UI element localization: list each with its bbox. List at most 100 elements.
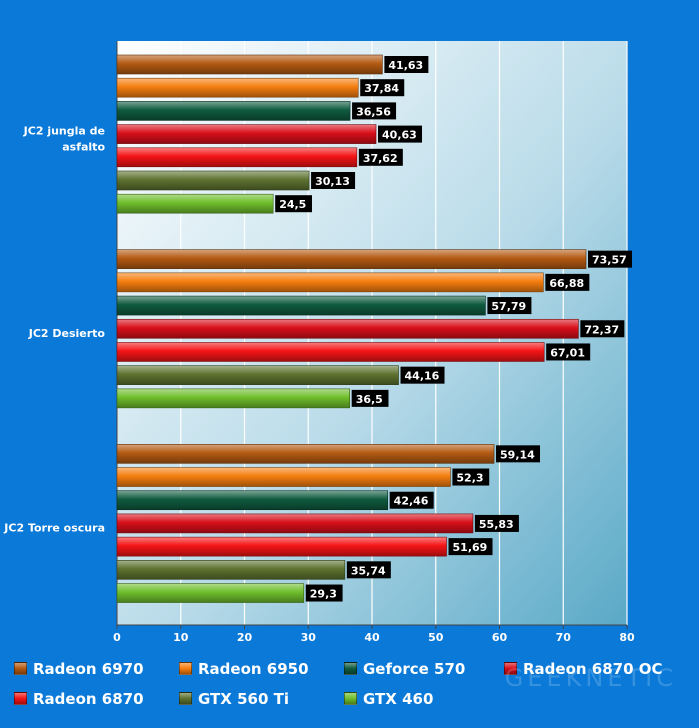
data-label: 37,62 (363, 152, 398, 165)
legend-label: GTX 560 Ti (198, 690, 289, 708)
data-label-box (351, 389, 389, 407)
data-label: 73,57 (592, 254, 627, 267)
data-label: 55,83 (479, 518, 514, 531)
category-label-line: asfalto (62, 140, 105, 153)
bar (116, 101, 351, 121)
data-label: 42,46 (394, 495, 429, 508)
bar (116, 54, 383, 75)
bar (116, 388, 350, 409)
x-tick-label: 40 (364, 631, 380, 644)
data-label: 29,3 (310, 588, 337, 601)
data-label: 35,74 (351, 564, 386, 577)
data-label-box (580, 320, 625, 338)
data-label-box (474, 514, 519, 532)
category-label: JC2 Desierto (28, 327, 106, 340)
legend-item: Radeon 6870 (14, 688, 144, 710)
bar (116, 365, 399, 385)
bar (116, 77, 359, 98)
x-tick-label: 20 (237, 631, 253, 644)
bar (116, 272, 544, 293)
legend-item: Geforce 570 (344, 658, 465, 680)
bar (116, 536, 447, 557)
data-label: 41,63 (388, 59, 423, 72)
data-label: 72,37 (584, 323, 619, 336)
data-label-box (448, 538, 493, 556)
data-label: 66,88 (549, 277, 584, 290)
data-label-box (487, 297, 532, 315)
data-label: 59,14 (500, 448, 535, 461)
legend-label: Radeon 6870 (33, 690, 144, 708)
legend-item: Radeon 6970 (14, 658, 144, 680)
legend-swatch (344, 662, 357, 675)
data-label-box (496, 445, 541, 463)
bar (116, 444, 495, 464)
x-tick-label: 30 (301, 631, 317, 644)
data-label-box (305, 584, 343, 602)
x-tick-label: 0 (113, 631, 121, 644)
data-label-box (400, 366, 445, 384)
bar (116, 467, 451, 487)
data-label-box (311, 172, 356, 189)
data-label: 44,16 (405, 370, 440, 383)
x-tick-label: 60 (492, 631, 508, 644)
data-label: 40,63 (382, 129, 417, 142)
watermark-text: GEEKNETIC (504, 664, 677, 692)
legend-swatch (344, 692, 357, 705)
legend-label: Radeon 6870 OC (523, 660, 663, 678)
data-label-box (452, 468, 490, 486)
x-tick-label: 50 (428, 631, 444, 644)
legend-swatch (179, 662, 192, 675)
data-label-box (389, 491, 434, 509)
data-label: 24,5 (279, 198, 306, 211)
legend-item: GTX 460 (344, 688, 433, 710)
bar (116, 295, 486, 316)
category-label-line: JC2 Desierto (28, 327, 106, 340)
bar (116, 249, 587, 269)
data-label: 52,3 (456, 472, 483, 485)
bar (116, 513, 474, 534)
bar (116, 560, 346, 580)
bar (116, 147, 358, 168)
bar (116, 318, 579, 339)
data-label: 36,5 (356, 393, 383, 406)
bar (116, 342, 545, 362)
bar (116, 490, 388, 511)
data-label: 30,13 (315, 175, 350, 188)
legend-label: Geforce 570 (363, 660, 466, 678)
legend-swatch (504, 662, 517, 675)
data-label-box (275, 195, 312, 213)
legend-swatch (179, 692, 192, 705)
legend-swatch (14, 662, 27, 675)
legend-item: Radeon 6950 (179, 658, 309, 680)
data-label: 51,69 (453, 541, 488, 554)
data-label-box (346, 561, 391, 579)
data-label-box (378, 125, 423, 143)
category-label-line: JC2 jungla de (23, 124, 105, 137)
bar (116, 193, 274, 214)
category-label: JC2 jungla de asfalto (23, 124, 106, 153)
category-label: JC2 Torre oscura (3, 522, 105, 535)
bar (116, 583, 305, 603)
legend-label: Radeon 6950 (198, 660, 309, 678)
x-tick-label: 80 (619, 631, 635, 644)
bar (116, 124, 377, 144)
x-tick-label: 10 (173, 631, 189, 644)
data-label-box (360, 79, 405, 97)
data-label-box (546, 343, 591, 361)
data-label-box (358, 148, 403, 166)
legend-label: Radeon 6970 (33, 660, 144, 678)
legend-label: GTX 460 (363, 690, 434, 708)
legend-item: GTX 560 Ti (179, 688, 289, 710)
legend-item: Radeon 6870 OC (504, 658, 663, 680)
category-label-line: JC2 Torre oscura (3, 522, 105, 535)
data-label: 57,79 (491, 300, 526, 313)
data-label: 37,84 (364, 82, 399, 95)
data-label-box (588, 250, 633, 268)
x-tick-label: 70 (556, 631, 572, 644)
data-label: 67,01 (550, 346, 585, 359)
chart-plot: 0 10 20 30 40 50 60 70 80 JC2 jungla de asfalto 41,… (3, 41, 635, 644)
data-label: 36,56 (356, 105, 391, 118)
legend-swatch (14, 692, 27, 705)
data-label-box (545, 273, 590, 291)
